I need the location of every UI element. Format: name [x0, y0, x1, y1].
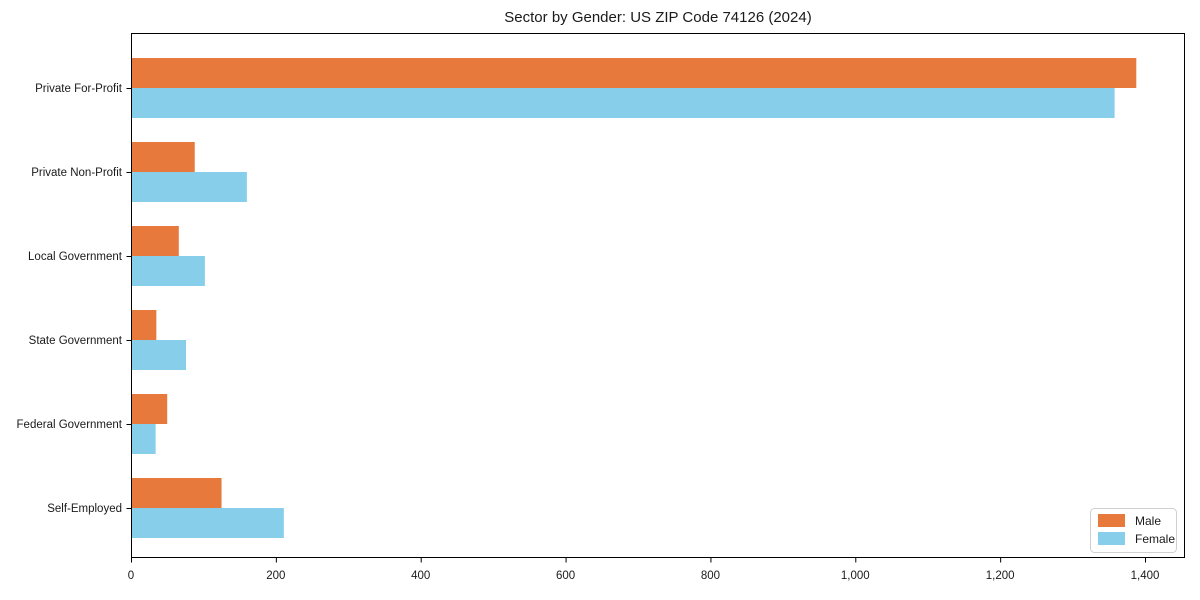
x-tick-label-0: 0 [128, 570, 134, 582]
bar-female-local-government [131, 256, 205, 286]
bar-male-private-for-profit [131, 58, 1137, 88]
x-tick-label-400: 400 [411, 570, 430, 582]
x-tick-label-200: 200 [266, 570, 285, 582]
x-tick-label-1-200: 1,200 [986, 570, 1015, 582]
axis-layer: Private For-Profit Private Non-Profit Loca… [17, 83, 1160, 582]
y-tick-label-state-government: State Government [29, 335, 123, 347]
x-tick-label-800: 800 [701, 570, 720, 582]
legend-swatch-male [1098, 514, 1125, 527]
plot-border [131, 33, 1185, 558]
bar-female-private-non-profit [131, 172, 247, 202]
y-tick-label-private-for-profit: Private For-Profit [35, 83, 123, 95]
bar-male-local-government [131, 226, 179, 256]
bar-male-private-non-profit [131, 142, 195, 172]
legend-label-male: Male [1135, 514, 1161, 528]
bar-male-state-government [131, 310, 157, 340]
legend: Male Female [1090, 508, 1177, 553]
legend-label-female: Female [1135, 532, 1175, 546]
x-tick-label-1-000: 1,000 [841, 570, 870, 582]
x-tick-label-600: 600 [556, 570, 575, 582]
y-tick-label-local-government: Local Government [28, 251, 123, 263]
bar-female-private-for-profit [131, 88, 1115, 118]
bar-male-self-employed [131, 478, 222, 508]
x-tick-label-1-400: 1,400 [1131, 570, 1160, 582]
bar-female-state-government [131, 340, 187, 370]
bar-female-self-employed [131, 508, 284, 538]
bar-female-federal-government [131, 424, 156, 454]
chart-title: Sector by Gender: US ZIP Code 74126 (202… [504, 9, 811, 26]
legend-swatch-female [1098, 532, 1125, 545]
bar-male-federal-government [131, 394, 168, 424]
y-tick-label-federal-government: Federal Government [17, 419, 123, 431]
y-tick-label-self-employed: Self-Employed [47, 503, 122, 515]
bars-layer [131, 58, 1137, 538]
y-tick-label-private-non-profit: Private Non-Profit [31, 167, 123, 179]
